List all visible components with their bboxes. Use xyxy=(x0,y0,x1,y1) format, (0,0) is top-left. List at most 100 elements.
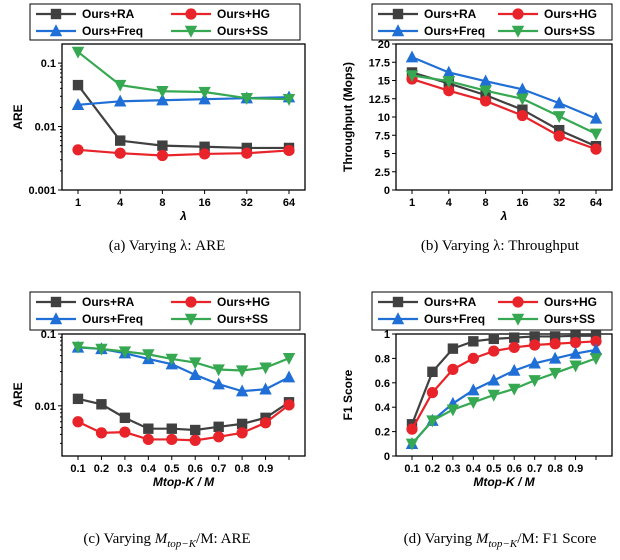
data-point-Ours+HG xyxy=(516,109,529,122)
data-point-Ours+SS xyxy=(282,93,296,106)
data-point-Ours+HG xyxy=(114,147,126,159)
data-point-Ours+SS xyxy=(528,375,541,388)
y-tick-label: 0 xyxy=(384,185,390,197)
data-point-Ours+Freq xyxy=(114,94,127,107)
data-point-Ours+SS xyxy=(442,76,455,88)
data-point-Ours+SS xyxy=(589,353,603,366)
data-point-Ours+SS xyxy=(212,364,225,377)
series-line-Ours+RA xyxy=(411,71,597,148)
x-tick-label: 4 xyxy=(446,197,453,209)
plot-frame xyxy=(395,43,613,191)
data-point-Ours+Freq xyxy=(235,384,249,397)
y-tick-label: 20 xyxy=(378,39,390,51)
data-point-Ours+HG xyxy=(426,386,439,399)
data-point-Ours+Freq xyxy=(508,363,521,376)
series-line-Ours+HG xyxy=(411,77,597,151)
caption-0: (a) Varying λ: ARE xyxy=(109,238,226,254)
y-tick-label: 0.6 xyxy=(375,378,390,390)
data-point-Ours+HG xyxy=(236,427,248,439)
legend-marker-Ours+SS xyxy=(184,25,198,38)
x-tick-label: 16 xyxy=(516,197,528,209)
legend-label: Ours+HG xyxy=(217,295,270,309)
data-point-Ours+Freq xyxy=(467,383,480,396)
data-point-Ours+Freq xyxy=(589,343,603,356)
data-point-Ours+Freq xyxy=(479,74,492,87)
series-line-Ours+Freq xyxy=(411,56,597,120)
data-point-Ours+HG xyxy=(488,345,500,357)
x-tick-label: 0.8 xyxy=(234,463,249,475)
data-point-Ours+SS xyxy=(487,389,500,402)
data-point-Ours+HG xyxy=(480,95,492,107)
data-point-Ours+HG xyxy=(549,338,561,350)
legend-label: Ours+Freq xyxy=(424,24,485,38)
y-tick-label: 17.5 xyxy=(369,57,390,69)
data-point-Ours+Freq xyxy=(487,373,500,386)
y-tick-label: 0.01 xyxy=(35,401,56,413)
legend-label: Ours+HG xyxy=(544,295,597,309)
x-tick-label: 0.5 xyxy=(164,463,179,475)
y-tick-label: 2.5 xyxy=(375,167,390,179)
data-point-Ours+RA xyxy=(488,333,499,345)
data-point-Ours+HG xyxy=(72,416,84,428)
data-point-Ours+RA xyxy=(157,140,168,151)
data-point-Ours+Freq xyxy=(405,50,419,63)
data-point-Ours+HG xyxy=(508,341,520,354)
plot-frame xyxy=(61,43,306,191)
y-tick-label: 15 xyxy=(378,76,390,88)
data-point-Ours+SS xyxy=(589,128,603,141)
chart-panel-0: Ours+RA Ours+HG Ours+Freq Ours+SS 0.001 0.01 0… xyxy=(11,3,306,254)
data-point-Ours+SS xyxy=(467,397,480,410)
x-tick-label: 0.2 xyxy=(94,463,109,475)
data-point-Ours+Freq xyxy=(569,346,582,359)
data-point-Ours+HG xyxy=(590,335,602,347)
legend-label: Ours+Freq xyxy=(424,312,485,326)
series-line-Ours+SS xyxy=(411,357,597,445)
data-point-Ours+Freq xyxy=(442,65,455,78)
legend-marker-Ours+RA xyxy=(392,296,404,308)
y-tick-label: 1 xyxy=(384,329,390,341)
data-point-Ours+Freq xyxy=(548,351,562,364)
data-point-Ours+RA xyxy=(115,135,126,146)
plot-frame xyxy=(395,333,613,457)
legend-label: Ours+RA xyxy=(424,295,477,309)
x-tick-label: 0.7 xyxy=(211,463,226,475)
data-point-Ours+SS xyxy=(548,367,562,380)
data-point-Ours+Freq xyxy=(189,368,202,381)
x-tick-label: 64 xyxy=(590,197,603,209)
data-point-Ours+RA xyxy=(549,331,561,342)
legend-marker-Ours+HG xyxy=(185,296,197,308)
data-point-Ours+Freq xyxy=(259,382,272,395)
caption-1: (b) Varying λ: Throughput xyxy=(421,238,580,254)
data-point-Ours+Freq xyxy=(282,370,296,383)
legend-marker-Ours+SS xyxy=(511,313,525,326)
legend-marker-Ours+RA xyxy=(50,8,62,20)
legend-box xyxy=(29,3,301,41)
data-point-Ours+SS xyxy=(479,85,492,98)
data-point-Ours+SS xyxy=(516,93,529,106)
data-point-Ours+SS xyxy=(71,46,85,59)
data-point-Ours+SS xyxy=(118,346,132,359)
data-point-Ours+HG xyxy=(569,336,582,349)
data-point-Ours+RA xyxy=(166,423,177,434)
x-tick-label: 0.7 xyxy=(527,463,542,475)
x-tick-label: 0.1 xyxy=(404,463,419,475)
series-line-Ours+HG xyxy=(77,148,290,157)
data-point-Ours+RA xyxy=(72,393,84,405)
legend-label: Ours+RA xyxy=(82,295,135,309)
y-axis-label: F1 Score xyxy=(341,369,355,420)
data-point-Ours+Freq xyxy=(156,93,169,106)
data-point-Ours+SS xyxy=(553,111,566,123)
legend-label: Ours+Freq xyxy=(82,24,143,38)
data-point-Ours+SS xyxy=(71,341,85,354)
data-point-Ours+HG xyxy=(590,143,602,155)
series-line-Ours+SS xyxy=(77,51,290,101)
data-point-Ours+RA xyxy=(119,412,131,424)
x-tick-label: 0.8 xyxy=(547,463,562,475)
legend-label: Ours+SS xyxy=(217,24,268,38)
data-point-Ours+HG xyxy=(443,85,455,97)
legend-label: Ours+RA xyxy=(424,7,477,21)
x-tick-label: 32 xyxy=(553,197,565,209)
x-tick-label: 0.9 xyxy=(568,463,583,475)
data-point-Ours+SS xyxy=(142,349,155,362)
legend-marker-Ours+SS xyxy=(511,25,525,38)
